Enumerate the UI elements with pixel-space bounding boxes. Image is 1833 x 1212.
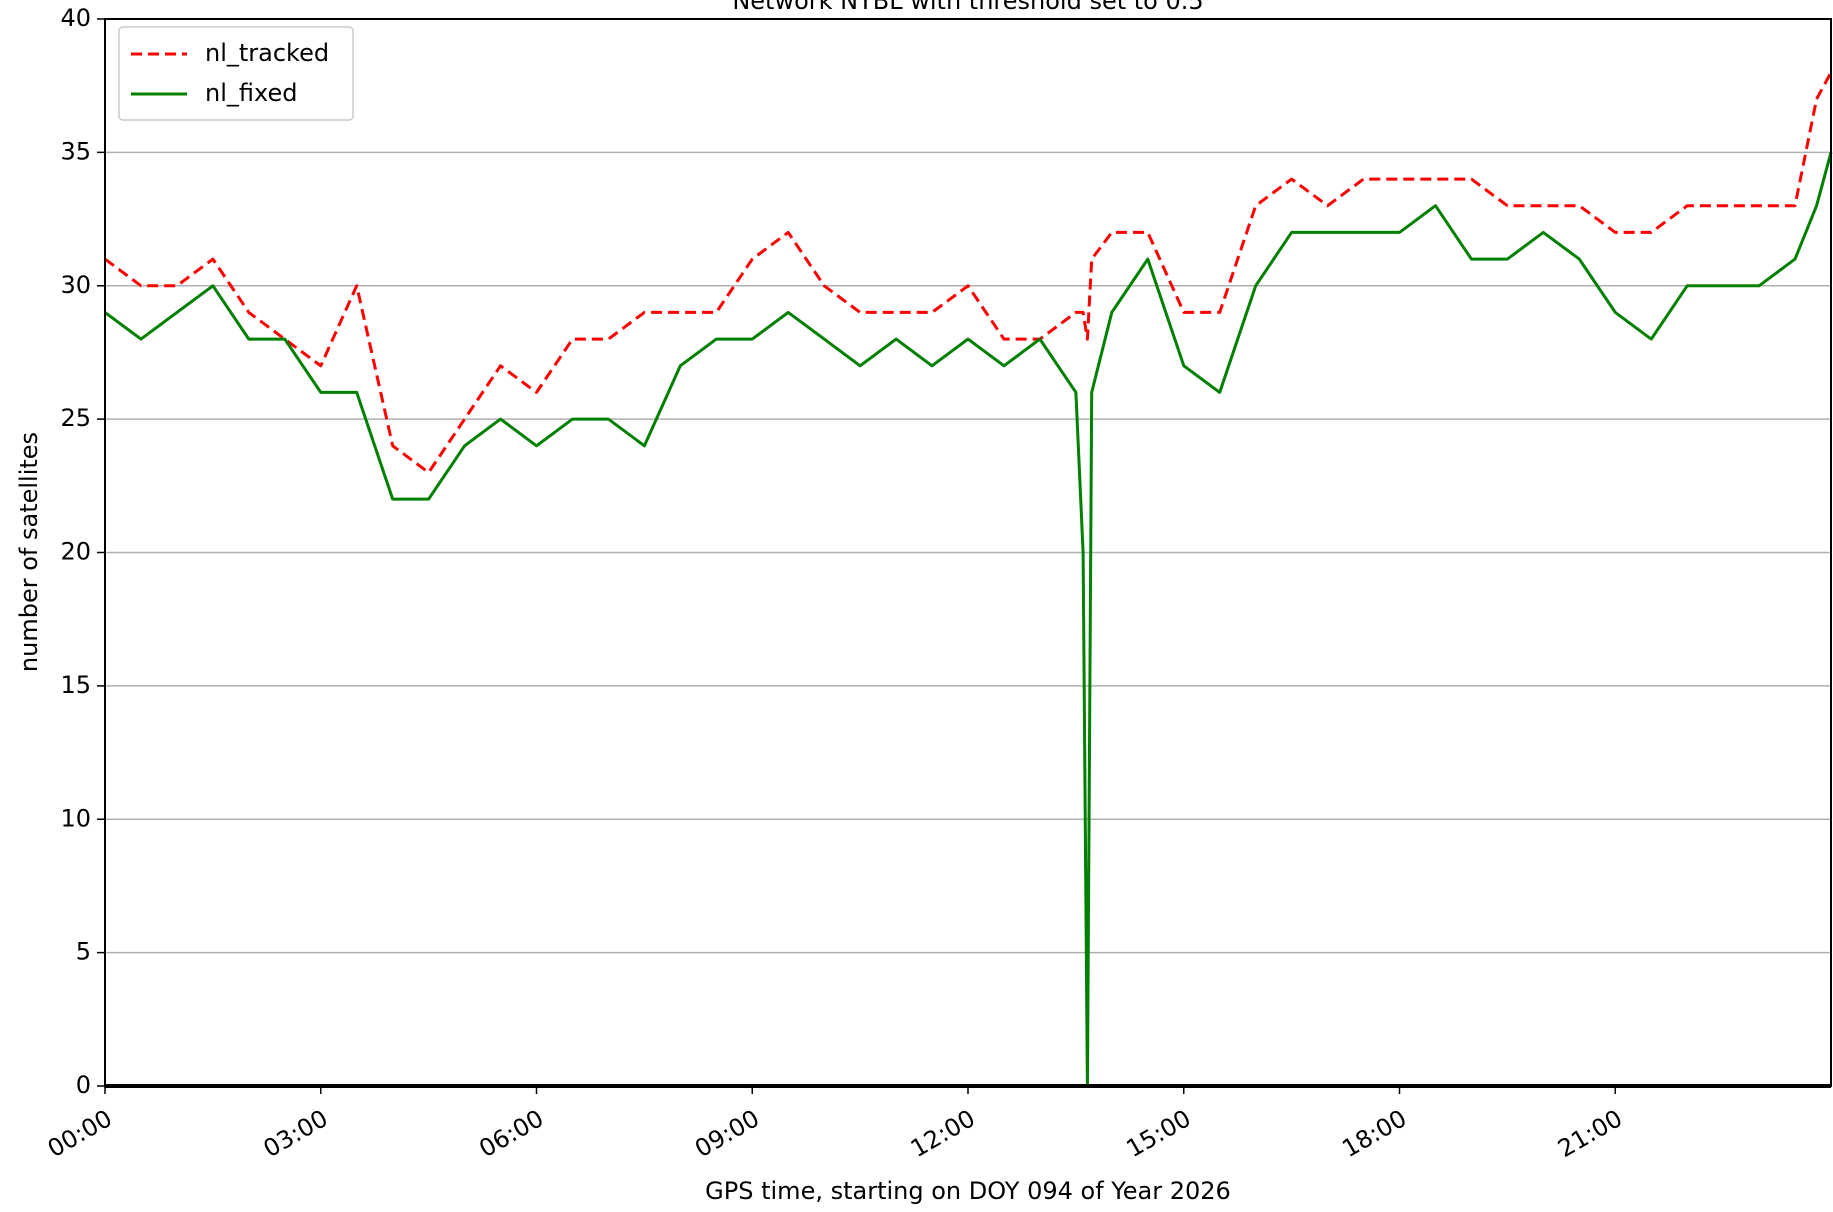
y-tick-label: 0 [76,1071,91,1099]
y-tick-label: 30 [60,271,91,299]
legend-box [118,26,354,121]
y-tick-label: 35 [60,137,91,165]
series-line [104,152,1833,1088]
y-tick-label: 5 [76,938,91,966]
chart-title: Network NYBL with threshold set to 0.5 [732,0,1203,15]
x-tick-label: 21:00 [1553,1104,1627,1163]
x-tick-label: 09:00 [690,1104,764,1163]
y-tick-label: 40 [60,4,91,32]
y-tick-label: 15 [60,671,91,699]
legend-label: nl_tracked [205,39,329,67]
y-tick-label: 20 [60,538,91,566]
x-tick-label: 12:00 [906,1104,980,1163]
y-tick-label: 10 [60,804,91,832]
x-tick-label: 06:00 [474,1104,548,1163]
legend-label: nl_fixed [205,79,297,107]
x-tick-label: 18:00 [1337,1104,1411,1163]
y-axis-label: number of satellites [15,432,43,672]
x-axis-label: GPS time, starting on DOY 094 of Year 20… [705,1177,1231,1205]
y-tick-label: 25 [60,404,91,432]
x-tick-label: 15:00 [1122,1104,1196,1163]
x-tick-label: 00:00 [43,1104,117,1163]
x-tick-label: 03:00 [259,1104,333,1163]
